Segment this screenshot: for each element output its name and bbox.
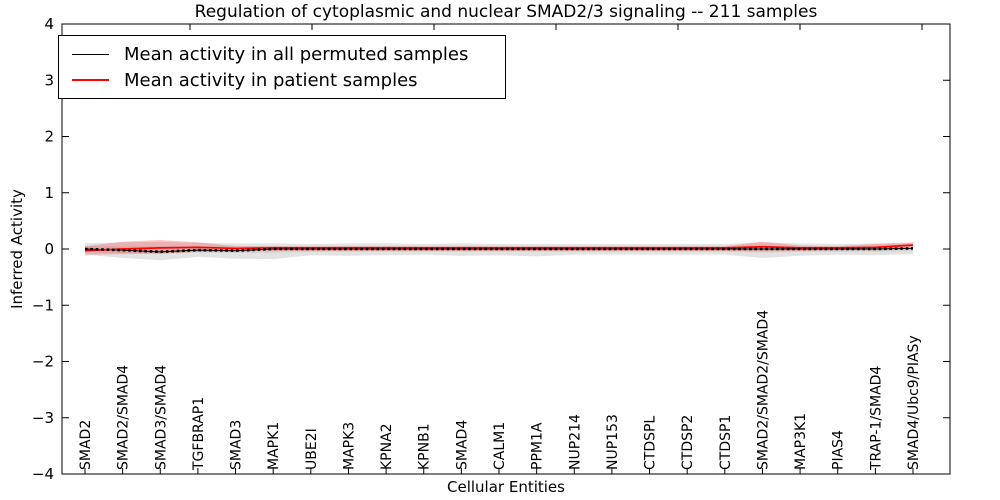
- x-category-label: PPM1A: [530, 422, 546, 470]
- y-tick-label: 2: [44, 128, 54, 146]
- x-category-label: NUP214: [567, 414, 583, 470]
- x-category-label: TGFBRAP1: [191, 397, 207, 471]
- x-category-label: SMAD2/SMAD4: [116, 365, 132, 470]
- permuted-band: [85, 241, 913, 261]
- x-category-label: SMAD4: [454, 420, 470, 470]
- legend-item-patient: Mean activity in patient samples: [59, 67, 505, 93]
- legend-item-permuted: Mean activity in all permuted samples: [59, 41, 505, 67]
- x-category-label: UBE2I: [304, 428, 320, 470]
- x-category-label: SMAD2/SMAD2/SMAD4: [755, 310, 771, 470]
- chart-title: Regulation of cytoplasmic and nuclear SM…: [194, 2, 818, 22]
- x-category-label: PIAS4: [831, 430, 847, 470]
- y-tick-label: 1: [44, 184, 54, 202]
- x-category-label: TRAP-1/SMAD4: [868, 366, 884, 471]
- x-category-label: SMAD3: [229, 420, 245, 470]
- patient-mean-line: [84, 244, 914, 252]
- x-category-label: NUP153: [605, 414, 621, 470]
- x-category-label: CTDSP1: [718, 415, 734, 470]
- x-category-label: SMAD4/Ubc9/PIASy: [906, 335, 922, 470]
- y-tick-label: 3: [44, 71, 54, 89]
- x-category-label: KPNA2: [379, 423, 395, 470]
- x-category-label: CALM1: [492, 422, 508, 470]
- legend-line-permuted-icon: [72, 53, 109, 55]
- x-category-label: CTDSPL: [643, 416, 659, 470]
- y-tick-label: −1: [32, 296, 54, 314]
- legend-label-patient: Mean activity in patient samples: [124, 69, 418, 91]
- legend-label-permuted: Mean activity in all permuted samples: [124, 43, 469, 65]
- x-category-label: KPNB1: [417, 423, 433, 470]
- x-category-label: CTDSP2: [680, 415, 696, 470]
- x-category-label: SMAD3/SMAD4: [153, 365, 169, 470]
- x-category-label: MAP3K1: [793, 413, 809, 470]
- legend: Mean activity in all permuted samples Me…: [58, 35, 506, 99]
- permuted-mean-line: [84, 247, 914, 253]
- legend-line-patient-icon: [72, 79, 109, 81]
- y-tick-label: −3: [32, 409, 54, 427]
- y-tick-label: −2: [32, 353, 54, 371]
- x-category-label: MAPK1: [266, 422, 282, 470]
- x-category-label: SMAD2: [78, 420, 94, 470]
- y-tick-label: 0: [44, 240, 54, 258]
- y-tick-label: 4: [44, 15, 54, 33]
- y-tick-label: −4: [32, 465, 54, 483]
- x-category-label: MAPK3: [341, 422, 357, 470]
- y-axis-label: Inferred Activity: [8, 189, 26, 309]
- x-axis-label: Cellular Entities: [447, 478, 565, 496]
